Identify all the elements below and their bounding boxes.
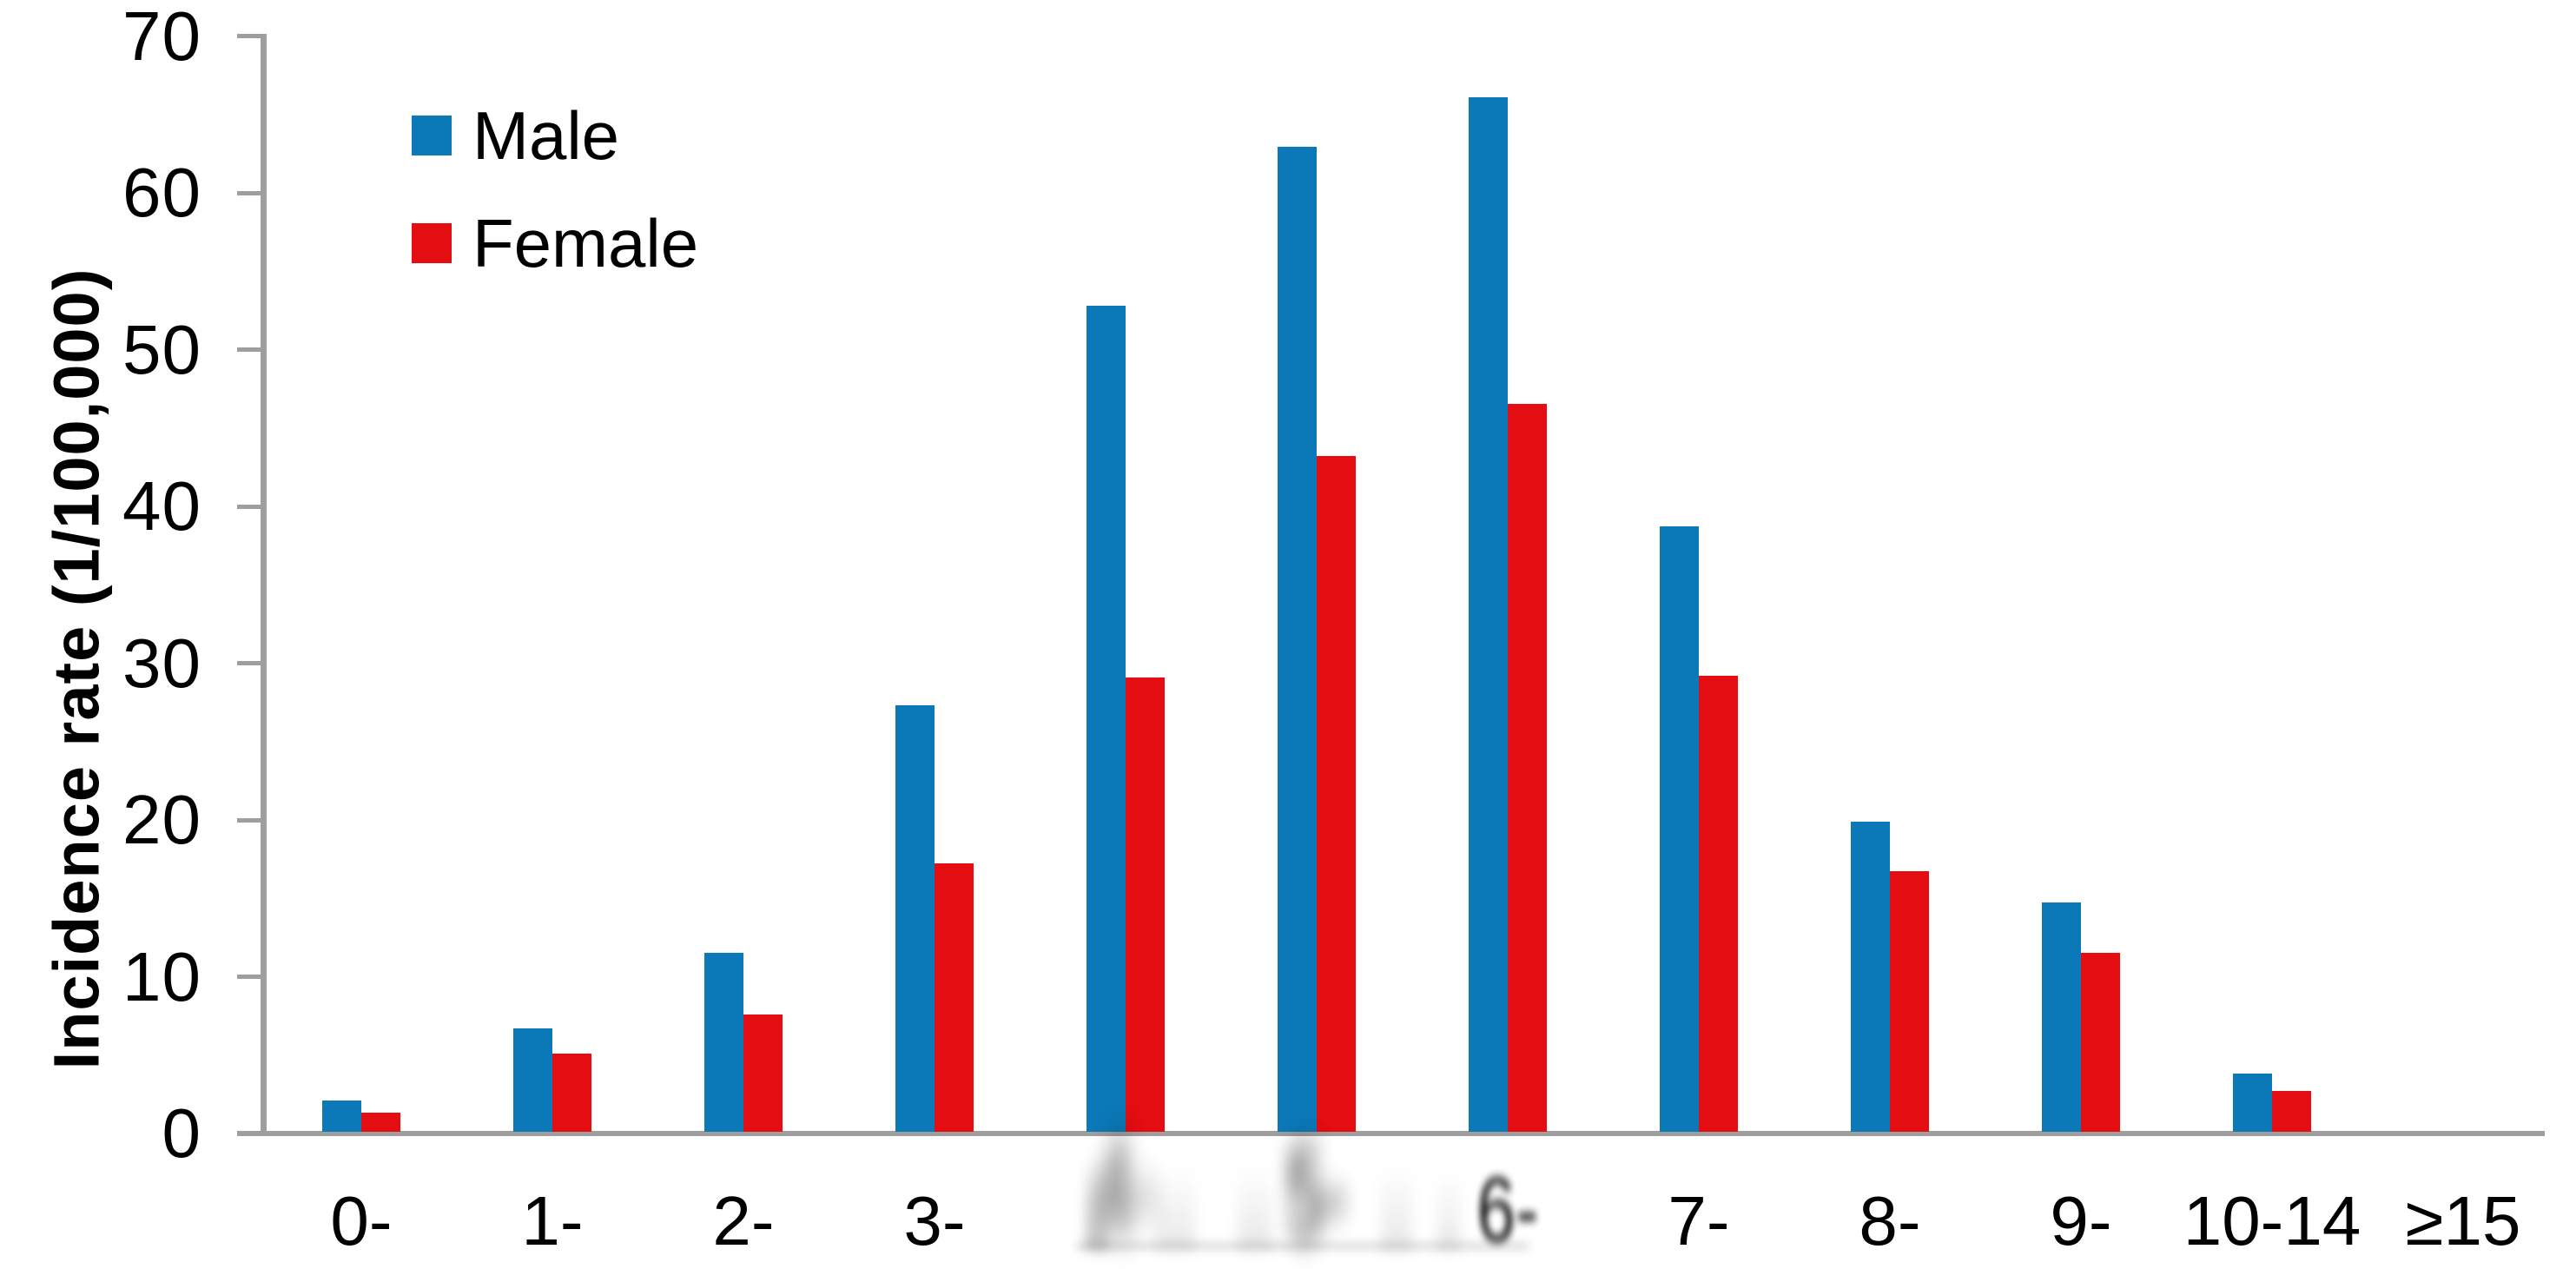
male-bar-5-	[1278, 147, 1317, 1132]
y-tick-mark	[237, 817, 267, 823]
smudge-streak	[1381, 1168, 1412, 1251]
male-bar-8-	[1851, 821, 1890, 1132]
y-tick-mark	[237, 975, 267, 979]
legend-swatch-icon	[412, 116, 452, 155]
y-tick-label: 20	[122, 781, 201, 858]
male-bar-4-	[1087, 305, 1126, 1132]
y-tick-label: 40	[122, 467, 201, 545]
legend-swatch-icon	[412, 223, 452, 263]
y-tick-mark	[237, 190, 267, 195]
legend-label: Male	[472, 97, 620, 174]
female-bar-8-	[1890, 871, 1929, 1132]
legend-label: Female	[472, 205, 699, 281]
y-axis-line	[261, 35, 267, 1136]
female-bar-3-	[935, 863, 974, 1132]
x-tick-label-7: 6-	[1476, 1158, 1539, 1261]
x-axis-line	[237, 1131, 2545, 1136]
smudge-streak	[1155, 1168, 1195, 1251]
y-tick-label: 50	[122, 310, 201, 388]
legend-item-female: Female	[412, 209, 698, 277]
x-tick-label-8: 7-	[1668, 1182, 1730, 1259]
female-bar-10-14	[2272, 1091, 2311, 1132]
male-bar-7-	[1660, 526, 1699, 1132]
legend-item-male: Male	[412, 102, 619, 169]
x-tick-label-1: 0-	[330, 1182, 393, 1259]
male-bar-6-	[1469, 96, 1508, 1132]
y-tick-label: 30	[122, 624, 201, 702]
female-bar-4-	[1126, 677, 1165, 1132]
x-tick-label-5: 4-	[1094, 1112, 1157, 1263]
female-bar-9-	[2081, 953, 2120, 1132]
male-bar-1-	[513, 1028, 552, 1132]
y-tick-mark	[237, 661, 267, 665]
male-bar-9-	[2042, 902, 2081, 1132]
male-bar-2-	[704, 953, 743, 1132]
male-bar-3-	[895, 705, 935, 1132]
x-tick-label-10: 9-	[2050, 1182, 2112, 1259]
x-tick-label-9: 8-	[1859, 1182, 1921, 1259]
smudge-streak	[1077, 1242, 1529, 1250]
y-tick-label: 10	[122, 937, 201, 1015]
female-bar-7-	[1699, 675, 1738, 1132]
y-tick-label: 0	[162, 1094, 201, 1172]
female-bar-5-	[1317, 456, 1356, 1132]
smudge-streak	[1238, 1168, 1272, 1251]
y-tick-label: 60	[122, 154, 201, 231]
y-tick-mark	[237, 504, 267, 509]
x-tick-label-6: 5-	[1285, 1123, 1348, 1263]
x-tick-label-2: 1-	[521, 1182, 584, 1259]
y-tick-mark	[237, 34, 267, 38]
y-tick-mark	[237, 347, 267, 352]
female-bar-6-	[1508, 404, 1547, 1132]
x-tick-label-11: 10-14	[2183, 1182, 2361, 1259]
female-bar-2-	[743, 1014, 783, 1132]
smudge-streak	[1086, 1155, 1108, 1251]
x-tick-label-12: ≥15	[2405, 1182, 2521, 1259]
smudge-streak	[1437, 1173, 1460, 1251]
x-tick-label-4: 3-	[903, 1182, 966, 1259]
female-bar-1-	[552, 1053, 591, 1132]
male-bar-0-	[322, 1100, 361, 1132]
male-bar-10-14	[2233, 1074, 2272, 1132]
y-tick-label: 70	[122, 0, 201, 75]
x-tick-label-3: 2-	[712, 1182, 775, 1259]
female-bar-0-	[361, 1113, 400, 1132]
